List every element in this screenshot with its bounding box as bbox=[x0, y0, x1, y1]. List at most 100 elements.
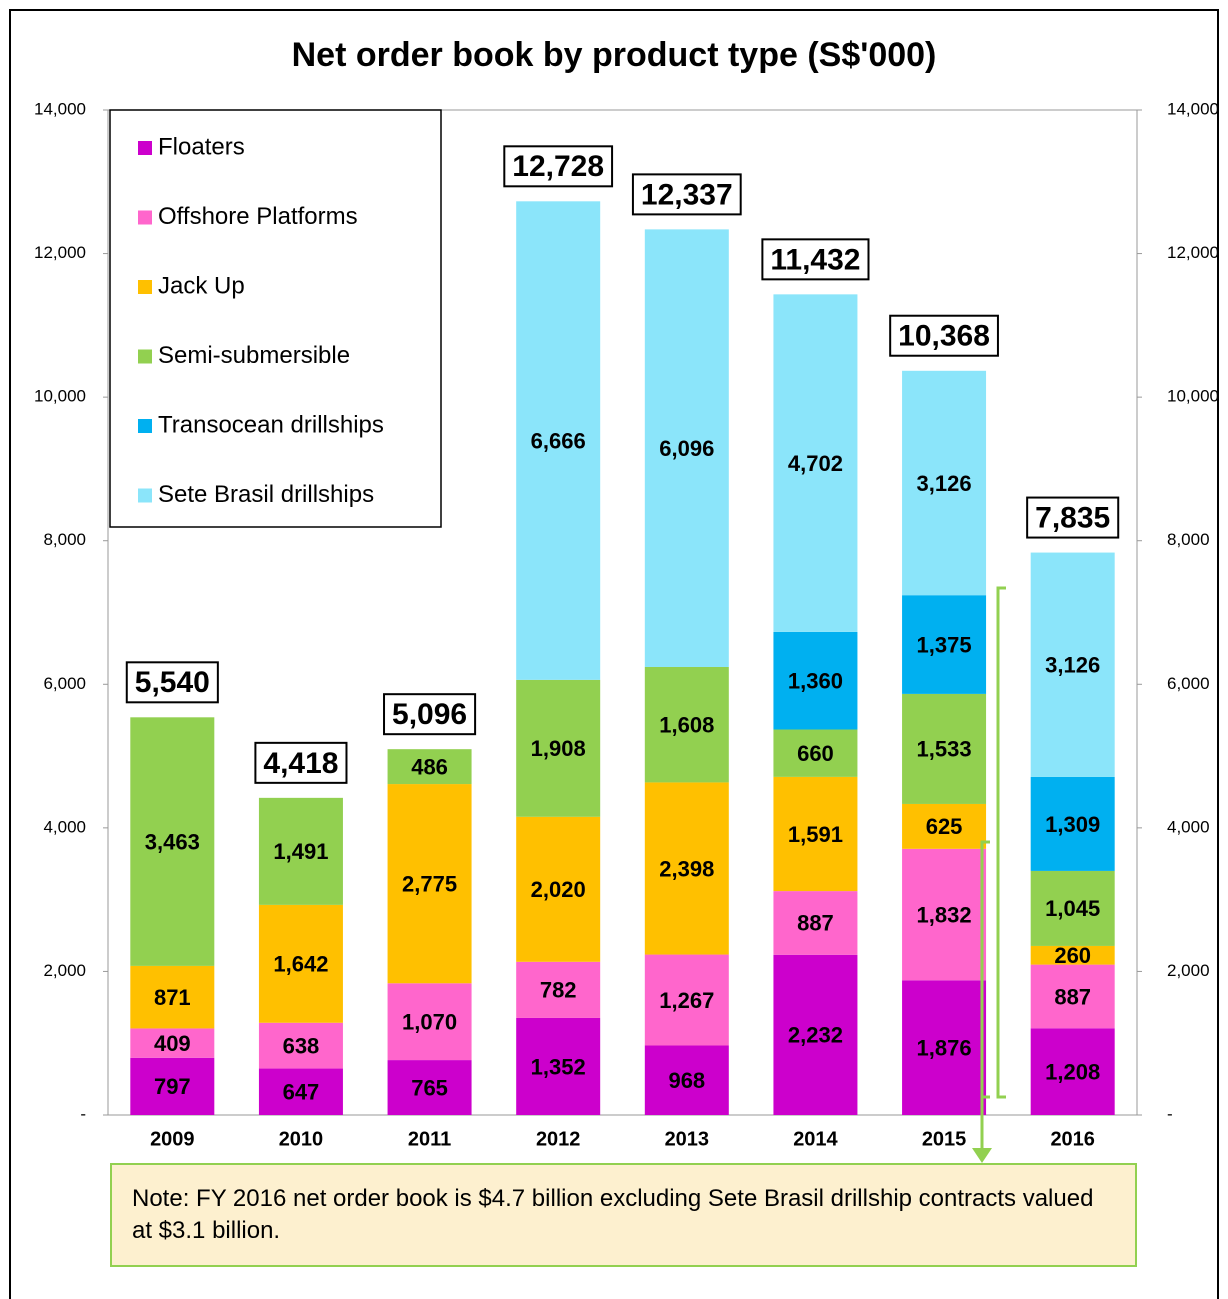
bar-segment bbox=[902, 693, 987, 804]
y2-tick-label: 4,000 bbox=[1167, 817, 1210, 836]
segment-label: 3,463 bbox=[145, 829, 200, 854]
segment-label: 1,491 bbox=[273, 839, 328, 864]
bar-segment bbox=[1030, 870, 1115, 946]
segment-label: 660 bbox=[797, 741, 834, 766]
segment-label: 6,096 bbox=[659, 436, 714, 461]
bracket-2016 bbox=[996, 586, 1006, 1099]
y-tick-label: 14,000 bbox=[34, 99, 86, 118]
segment-label: 638 bbox=[283, 1033, 320, 1058]
chart-title: Net order book by product type (S$'000) bbox=[292, 36, 937, 74]
segment-label: 1,352 bbox=[531, 1054, 586, 1079]
frame bbox=[9, 9, 1219, 1299]
x-tick-label: 2013 bbox=[665, 1128, 710, 1150]
segment-label: 1,045 bbox=[1045, 896, 1100, 921]
bar-segment bbox=[773, 631, 858, 730]
segment-label: 2,020 bbox=[531, 877, 586, 902]
arrow-head bbox=[972, 1148, 992, 1163]
y2-tick-label: 2,000 bbox=[1167, 961, 1210, 980]
y-tick-label: 6,000 bbox=[43, 674, 86, 693]
total-box bbox=[761, 238, 870, 281]
bar-segment bbox=[1030, 1028, 1115, 1115]
y-tick-label: - bbox=[80, 1104, 86, 1123]
bar-segment bbox=[258, 1022, 343, 1069]
bar-segment bbox=[516, 816, 601, 962]
x-tick-label: 2014 bbox=[793, 1128, 838, 1150]
segment-label: 1,642 bbox=[273, 952, 328, 977]
segment-label: 887 bbox=[1054, 984, 1091, 1009]
legend-box bbox=[109, 109, 442, 528]
bar-segment bbox=[773, 776, 858, 892]
x-tick-label: 2016 bbox=[1050, 1128, 1095, 1150]
y-tick-label: 12,000 bbox=[34, 243, 86, 262]
bar-segment bbox=[130, 1028, 215, 1058]
segment-label: 1,908 bbox=[531, 736, 586, 761]
y-tick-label: 4,000 bbox=[43, 817, 86, 836]
segment-label: 3,126 bbox=[917, 471, 972, 496]
segment-label: 4,702 bbox=[788, 451, 843, 476]
bar-segment bbox=[258, 797, 343, 905]
total-label: 7,835 bbox=[1035, 501, 1110, 534]
segment-label: 1,208 bbox=[1045, 1059, 1100, 1084]
segment-label: 1,832 bbox=[917, 902, 972, 927]
legend-label: Offshore Platforms bbox=[158, 203, 358, 230]
legend-swatch bbox=[138, 280, 152, 294]
bar-segment bbox=[902, 595, 987, 694]
segment-label: 1,309 bbox=[1045, 812, 1100, 837]
bar-segment bbox=[130, 717, 215, 966]
bar-segment bbox=[644, 1045, 729, 1115]
segment-label: 625 bbox=[926, 814, 963, 839]
total-box bbox=[383, 693, 477, 736]
total-box bbox=[631, 173, 742, 216]
segment-label: 1,070 bbox=[402, 1009, 457, 1034]
legend-label: Transocean drillships bbox=[158, 411, 384, 438]
bar-segment bbox=[773, 891, 858, 955]
segment-label: 797 bbox=[154, 1074, 191, 1099]
x-tick-label: 2011 bbox=[408, 1128, 451, 1150]
y2-tick-label: - bbox=[1167, 1104, 1173, 1123]
segment-label: 1,591 bbox=[788, 822, 843, 847]
legend-label: Floaters bbox=[158, 133, 245, 160]
bar-segment bbox=[1030, 776, 1115, 871]
y2-tick-label: 6,000 bbox=[1167, 674, 1210, 693]
legend-swatch bbox=[138, 349, 152, 364]
segment-label: 765 bbox=[411, 1075, 448, 1100]
total-label: 5,096 bbox=[392, 698, 467, 731]
bar-segment bbox=[1030, 964, 1115, 1029]
bar-segment bbox=[387, 749, 472, 785]
segment-label: 486 bbox=[411, 754, 448, 779]
segment-label: 1,360 bbox=[788, 669, 843, 694]
y-tick-label: 2,000 bbox=[43, 961, 86, 980]
total-box bbox=[125, 661, 219, 704]
bar-segment bbox=[644, 782, 729, 955]
bar-segment bbox=[644, 954, 729, 1046]
x-tick-label: 2009 bbox=[150, 1128, 195, 1150]
segment-label: 968 bbox=[668, 1068, 705, 1093]
legend-label: Semi-submersible bbox=[158, 342, 350, 369]
bar-segment bbox=[902, 848, 987, 981]
total-label: 12,728 bbox=[512, 150, 604, 183]
bar-segment bbox=[258, 1068, 343, 1115]
segment-label: 2,775 bbox=[402, 871, 457, 896]
bar-segment bbox=[644, 229, 729, 667]
labels: 797 409 871 3,463 5,540 647 638 1,642 1,491 4,418… bbox=[125, 145, 1120, 1105]
y-tick-label: 8,000 bbox=[43, 530, 86, 549]
bar-segment bbox=[516, 201, 601, 680]
total-box bbox=[503, 145, 614, 188]
x-tick-label: 2015 bbox=[922, 1128, 967, 1150]
segment-label: 2,232 bbox=[788, 1023, 843, 1048]
note: Note: FY 2016 net order book is $4.7 bil… bbox=[110, 1163, 1137, 1267]
x-tick-label: 2010 bbox=[279, 1128, 324, 1150]
bars bbox=[130, 201, 1115, 1115]
total-box bbox=[889, 314, 999, 357]
segment-label: 1,375 bbox=[917, 632, 972, 657]
total-label: 5,540 bbox=[135, 666, 210, 699]
y2-tick-label: 10,000 bbox=[1167, 387, 1219, 406]
legend-label: Jack Up bbox=[158, 272, 245, 299]
bar-segment bbox=[516, 679, 601, 817]
bar-segment bbox=[773, 294, 858, 632]
segment-label: 409 bbox=[154, 1031, 191, 1056]
segment-label: 2,398 bbox=[659, 856, 714, 881]
segment-label: 871 bbox=[154, 985, 191, 1010]
segment-label: 1,533 bbox=[917, 737, 972, 762]
